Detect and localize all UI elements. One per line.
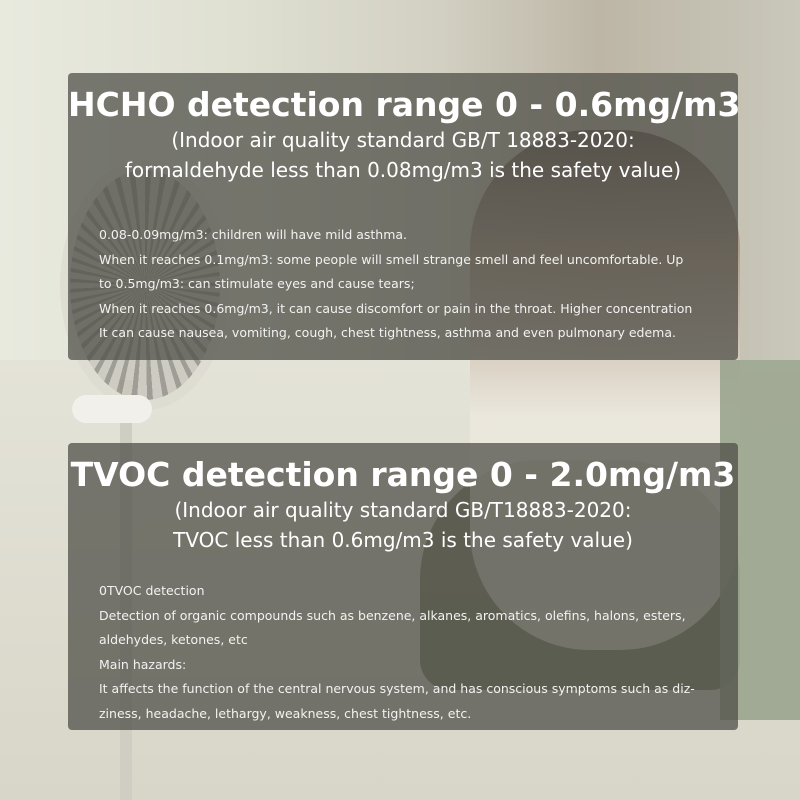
tvoc-subtitle-line: TVOC less than 0.6mg/m3 is the safety va… <box>173 528 633 552</box>
tvoc-body-line: Main hazards: <box>99 656 187 672</box>
hcho-body-line: It can cause nausea, vomiting, cough, ch… <box>99 325 676 340</box>
tvoc-body-line: Detection of organic compounds such as b… <box>99 607 686 623</box>
tvoc-body-line: ziness, headache, lethargy, weakness, ch… <box>99 705 472 721</box>
tvoc-title: TVOC detection range 0 - 2.0mg/m3 <box>70 455 736 494</box>
tvoc-body: 0TVOC detection Detection of organic com… <box>99 579 728 726</box>
tvoc-subtitle-line: (Indoor air quality standard GB/T18883-2… <box>174 498 632 522</box>
hcho-info-panel: HCHO detection range 0 - 0.6mg/m3 (Indoo… <box>68 73 741 360</box>
hcho-body-line: When it reaches 0.1mg/m3: some people wi… <box>99 251 684 267</box>
hcho-subtitle-line: formaldehyde less than 0.08mg/m3 is the … <box>124 158 682 182</box>
tvoc-body-line: It affects the function of the central n… <box>99 681 695 696</box>
hcho-title: HCHO detection range 0 - 0.6mg/m3 <box>68 85 741 124</box>
hcho-body-line: 0.08-0.09mg/m3: children will have mild … <box>99 227 408 242</box>
hcho-body-line: When it reaches 0.6mg/m3, it can cause d… <box>99 300 693 316</box>
hcho-body-line: to 0.5mg/m3: can stimulate eyes and caus… <box>99 276 415 291</box>
fan-control-head <box>72 395 152 423</box>
tvoc-body-line: 0TVOC detection <box>99 583 205 598</box>
tvoc-body-line: aldehydes, ketones, etc <box>99 632 248 647</box>
hcho-subtitle-line: (Indoor air quality standard GB/T 18883-… <box>171 128 635 152</box>
tvoc-info-panel: TVOC detection range 0 - 2.0mg/m3 (Indoo… <box>68 443 738 730</box>
hcho-body: 0.08-0.09mg/m3: children will have mild … <box>99 223 728 346</box>
